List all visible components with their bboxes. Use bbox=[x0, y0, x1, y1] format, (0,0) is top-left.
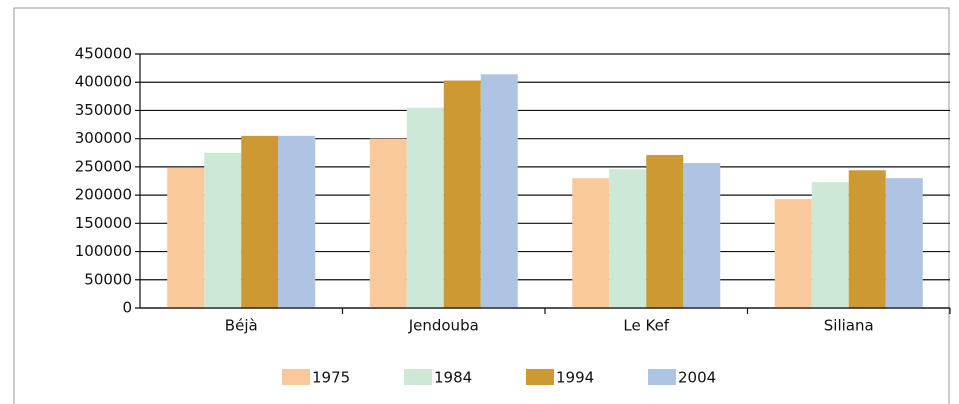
bar bbox=[167, 168, 205, 308]
bar bbox=[241, 135, 279, 308]
frame bbox=[13, 7, 950, 404]
x-tick-label: Jendouba bbox=[408, 317, 479, 335]
y-tick-label: 100000 bbox=[75, 242, 132, 260]
legend-label: 1994 bbox=[556, 369, 594, 387]
y-tick-label: 400000 bbox=[75, 73, 132, 91]
x-tick-label: Béjà bbox=[225, 317, 258, 335]
legend-swatch bbox=[526, 369, 554, 385]
bar bbox=[646, 155, 684, 308]
bar bbox=[848, 170, 886, 308]
y-tick-label: 150000 bbox=[75, 214, 132, 232]
bar bbox=[811, 182, 849, 308]
y-tick-label: 300000 bbox=[75, 129, 132, 147]
y-tick-label: 250000 bbox=[75, 157, 132, 175]
legend-label: 2004 bbox=[678, 369, 716, 387]
bar bbox=[204, 152, 242, 308]
y-tick-label: 200000 bbox=[75, 186, 132, 204]
bar bbox=[278, 135, 316, 308]
bar bbox=[406, 107, 444, 308]
legend-label: 1975 bbox=[312, 369, 350, 387]
bar bbox=[443, 80, 481, 308]
bar bbox=[609, 169, 647, 308]
bar bbox=[885, 178, 923, 308]
bar bbox=[683, 162, 721, 308]
legend-swatch bbox=[404, 369, 432, 385]
legend-label: 1984 bbox=[434, 369, 472, 387]
legend-swatch bbox=[282, 369, 310, 385]
bar bbox=[480, 74, 518, 308]
y-tick-label: 0 bbox=[122, 299, 132, 317]
x-tick-label: Siliana bbox=[824, 317, 874, 335]
y-tick-label: 350000 bbox=[75, 101, 132, 119]
legend-swatch bbox=[648, 369, 676, 385]
y-tick-label: 50000 bbox=[84, 270, 132, 288]
x-tick-label: Le Kef bbox=[623, 317, 669, 335]
bar bbox=[572, 178, 610, 308]
bar bbox=[369, 138, 407, 308]
bar bbox=[774, 199, 812, 308]
y-tick-label: 450000 bbox=[75, 45, 132, 63]
